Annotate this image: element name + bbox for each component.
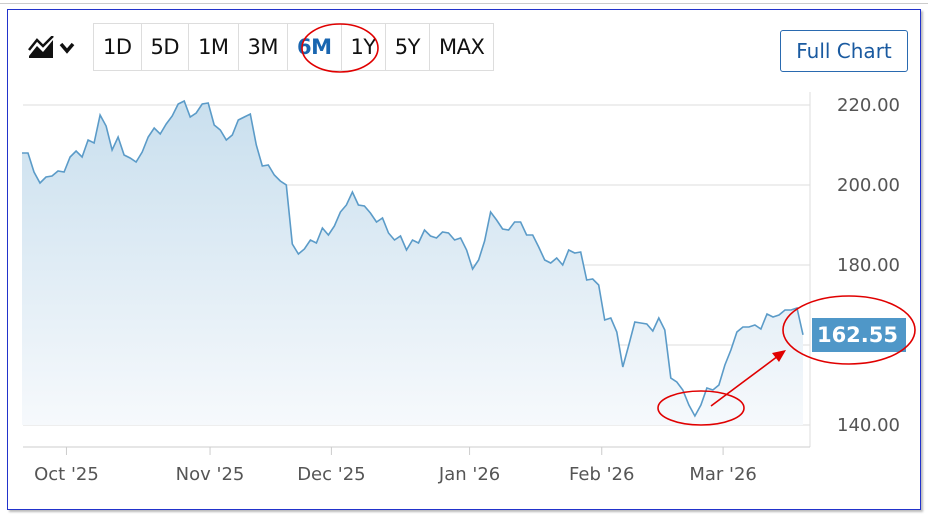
x-tick-label: Feb '26 [569, 464, 634, 485]
chart-frame [7, 9, 921, 510]
range-button-max[interactable]: MAX [438, 35, 485, 59]
last-price-tag: 162.55 [812, 318, 906, 352]
area-fill [22, 101, 803, 425]
full-chart-button[interactable]: Full Chart [780, 30, 908, 72]
y-tick-label: 180.00 [837, 255, 900, 276]
top-divider [0, 3, 928, 4]
y-tick-label: 200.00 [837, 175, 900, 196]
area-chart-icon [28, 35, 75, 58]
x-tick-label: Mar '26 [689, 464, 757, 485]
x-tick-label: Jan '26 [438, 464, 500, 485]
y-tick-label: 220.00 [837, 95, 900, 116]
x-tick-label: Oct '25 [34, 464, 99, 485]
price-line [22, 99, 804, 418]
range-button-5y[interactable]: 5Y [386, 24, 430, 70]
range-button-1d[interactable]: 1D [94, 24, 142, 70]
range-button-3m[interactable]: 3M [239, 24, 289, 70]
range-button-5d[interactable]: 5D [142, 24, 190, 70]
chevron-down-icon [59, 42, 75, 54]
range-button-1m[interactable]: 1M [189, 24, 239, 70]
x-tick-label: Dec '25 [297, 464, 365, 485]
chart-type-button[interactable] [27, 35, 83, 60]
y-tick-label: 140.00 [837, 415, 900, 436]
x-tick-label: Nov '25 [176, 464, 245, 485]
